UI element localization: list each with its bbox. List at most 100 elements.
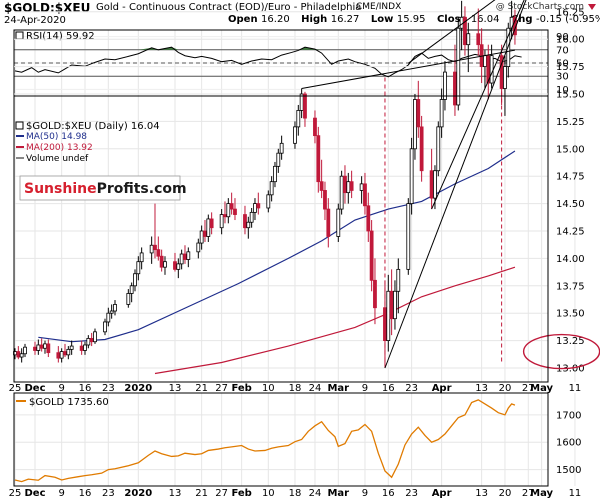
candle (63, 343, 67, 358)
candle (413, 94, 417, 160)
candle (253, 198, 257, 221)
candle-body (206, 218, 211, 237)
x-tick-label: 20 (499, 488, 512, 499)
candle (103, 318, 107, 336)
candle-body (89, 338, 94, 343)
candle-body (186, 251, 191, 260)
x-tick-label: 24 (309, 383, 322, 394)
price-tick-label: 16.00 (556, 35, 585, 46)
candle-body (16, 351, 21, 358)
candle-body (363, 183, 367, 207)
legend-entry: MA(200) 13.92 (26, 143, 93, 153)
candle (16, 346, 21, 360)
candle (396, 258, 401, 314)
candle (266, 190, 271, 213)
candle (206, 214, 211, 242)
close-value: 16.04 (470, 14, 500, 25)
candle-body (103, 321, 107, 333)
candle-body (269, 181, 274, 196)
x-tick-label: 21 (195, 383, 208, 394)
candle (316, 126, 321, 193)
candle-body (319, 181, 324, 191)
candle-body (409, 148, 414, 205)
x-tick-label: 24 (309, 488, 322, 499)
candle-body (303, 93, 307, 119)
candle (349, 170, 354, 199)
low-value: 15.95 (396, 14, 426, 25)
price-tick-label: 13.25 (556, 336, 585, 347)
x-tick-label: 13 (169, 383, 182, 394)
candle-body (389, 290, 394, 320)
candle-body (173, 261, 177, 270)
candle (209, 212, 214, 235)
candle-body (59, 351, 64, 359)
x-tick-label: 10 (262, 383, 275, 394)
x-tick-label: Dec (24, 488, 45, 499)
candle-body (106, 312, 111, 323)
candle-body (163, 261, 167, 268)
candle (176, 258, 181, 279)
candle-body (46, 343, 51, 354)
candle (243, 205, 247, 235)
x-tick-label: 27 (522, 488, 535, 499)
candle (46, 339, 51, 358)
x-tick-label: 27 (215, 383, 228, 394)
candle-body (463, 16, 467, 46)
candle (406, 198, 411, 275)
candle (443, 61, 447, 111)
candle-body (129, 285, 134, 294)
price-tick-label: 14.75 (556, 172, 585, 183)
candle (326, 198, 331, 248)
candle-body (33, 346, 37, 351)
high-value: 16.27 (330, 14, 360, 25)
candle (56, 346, 61, 363)
candle (346, 172, 351, 204)
candle-body (253, 203, 257, 213)
candle-body (196, 242, 201, 253)
price-tick-label: 14.25 (556, 227, 585, 238)
open-value: 16.20 (261, 14, 290, 25)
candle-body (176, 263, 181, 270)
trendline (301, 49, 516, 90)
candle (129, 282, 134, 303)
candle (256, 192, 261, 215)
candle (183, 245, 187, 264)
price-tick-label: 13.75 (556, 281, 585, 292)
x-tick-label: 25 (9, 383, 22, 394)
x-tick-label: 9 (362, 383, 368, 394)
candle-body (429, 170, 434, 199)
candle-body (86, 338, 91, 346)
x-tick-label: Dec (24, 383, 45, 394)
candle-body (326, 208, 331, 237)
x-axis-bottom: 25 Dec 9 16 23 2020 13 21 27 Feb 10 18 24 Mar 9 16 23 Apr… (9, 488, 582, 499)
price-title: $GOLD:$XEU (Daily) 16.04 (26, 121, 160, 132)
candle-body (316, 135, 321, 183)
logo-box (19, 175, 181, 201)
candle-body (433, 170, 437, 199)
candle (93, 328, 97, 344)
x-tick-label: 20 (499, 383, 512, 394)
candle (79, 340, 84, 355)
gold-price-line (14, 399, 516, 483)
candle-body (443, 71, 447, 100)
rsi-tick-label: 10 (556, 85, 569, 96)
candle-body (153, 244, 157, 251)
x-tick-label: 23 (102, 488, 115, 499)
candle-body (483, 55, 487, 67)
candle-body (149, 244, 154, 254)
candle-body (336, 208, 341, 237)
rsi-tick-label: 50 (556, 59, 569, 70)
candle (363, 172, 367, 215)
stockcharts-watermark[interactable]: @ StockCharts.com (495, 2, 584, 12)
candle (86, 335, 91, 349)
price-tick-label: 15.25 (556, 117, 585, 128)
candle-body (113, 304, 117, 312)
dropdown-arrow-icon[interactable] (588, 4, 596, 10)
x-tick-label: 27 (522, 383, 535, 394)
candle-body (226, 203, 231, 218)
candle-body (139, 252, 144, 263)
candle (163, 256, 167, 275)
candle-body (39, 344, 44, 349)
candle (476, 8, 481, 56)
candle (369, 220, 374, 292)
